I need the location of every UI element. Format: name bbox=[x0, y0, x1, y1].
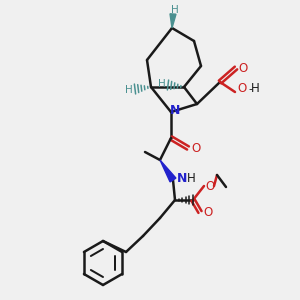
Polygon shape bbox=[170, 14, 176, 28]
Text: H: H bbox=[250, 82, 260, 95]
Text: N: N bbox=[170, 103, 180, 116]
Text: -: - bbox=[248, 84, 252, 94]
Text: H: H bbox=[158, 79, 166, 89]
Text: O: O bbox=[203, 206, 213, 218]
Text: H: H bbox=[171, 5, 179, 15]
Text: O: O bbox=[237, 82, 247, 95]
Text: O: O bbox=[206, 179, 214, 193]
Text: O: O bbox=[238, 61, 247, 74]
Text: H: H bbox=[187, 172, 195, 184]
Text: O: O bbox=[191, 142, 201, 154]
Polygon shape bbox=[160, 160, 176, 182]
Text: H: H bbox=[125, 85, 133, 95]
Text: N: N bbox=[177, 172, 187, 184]
